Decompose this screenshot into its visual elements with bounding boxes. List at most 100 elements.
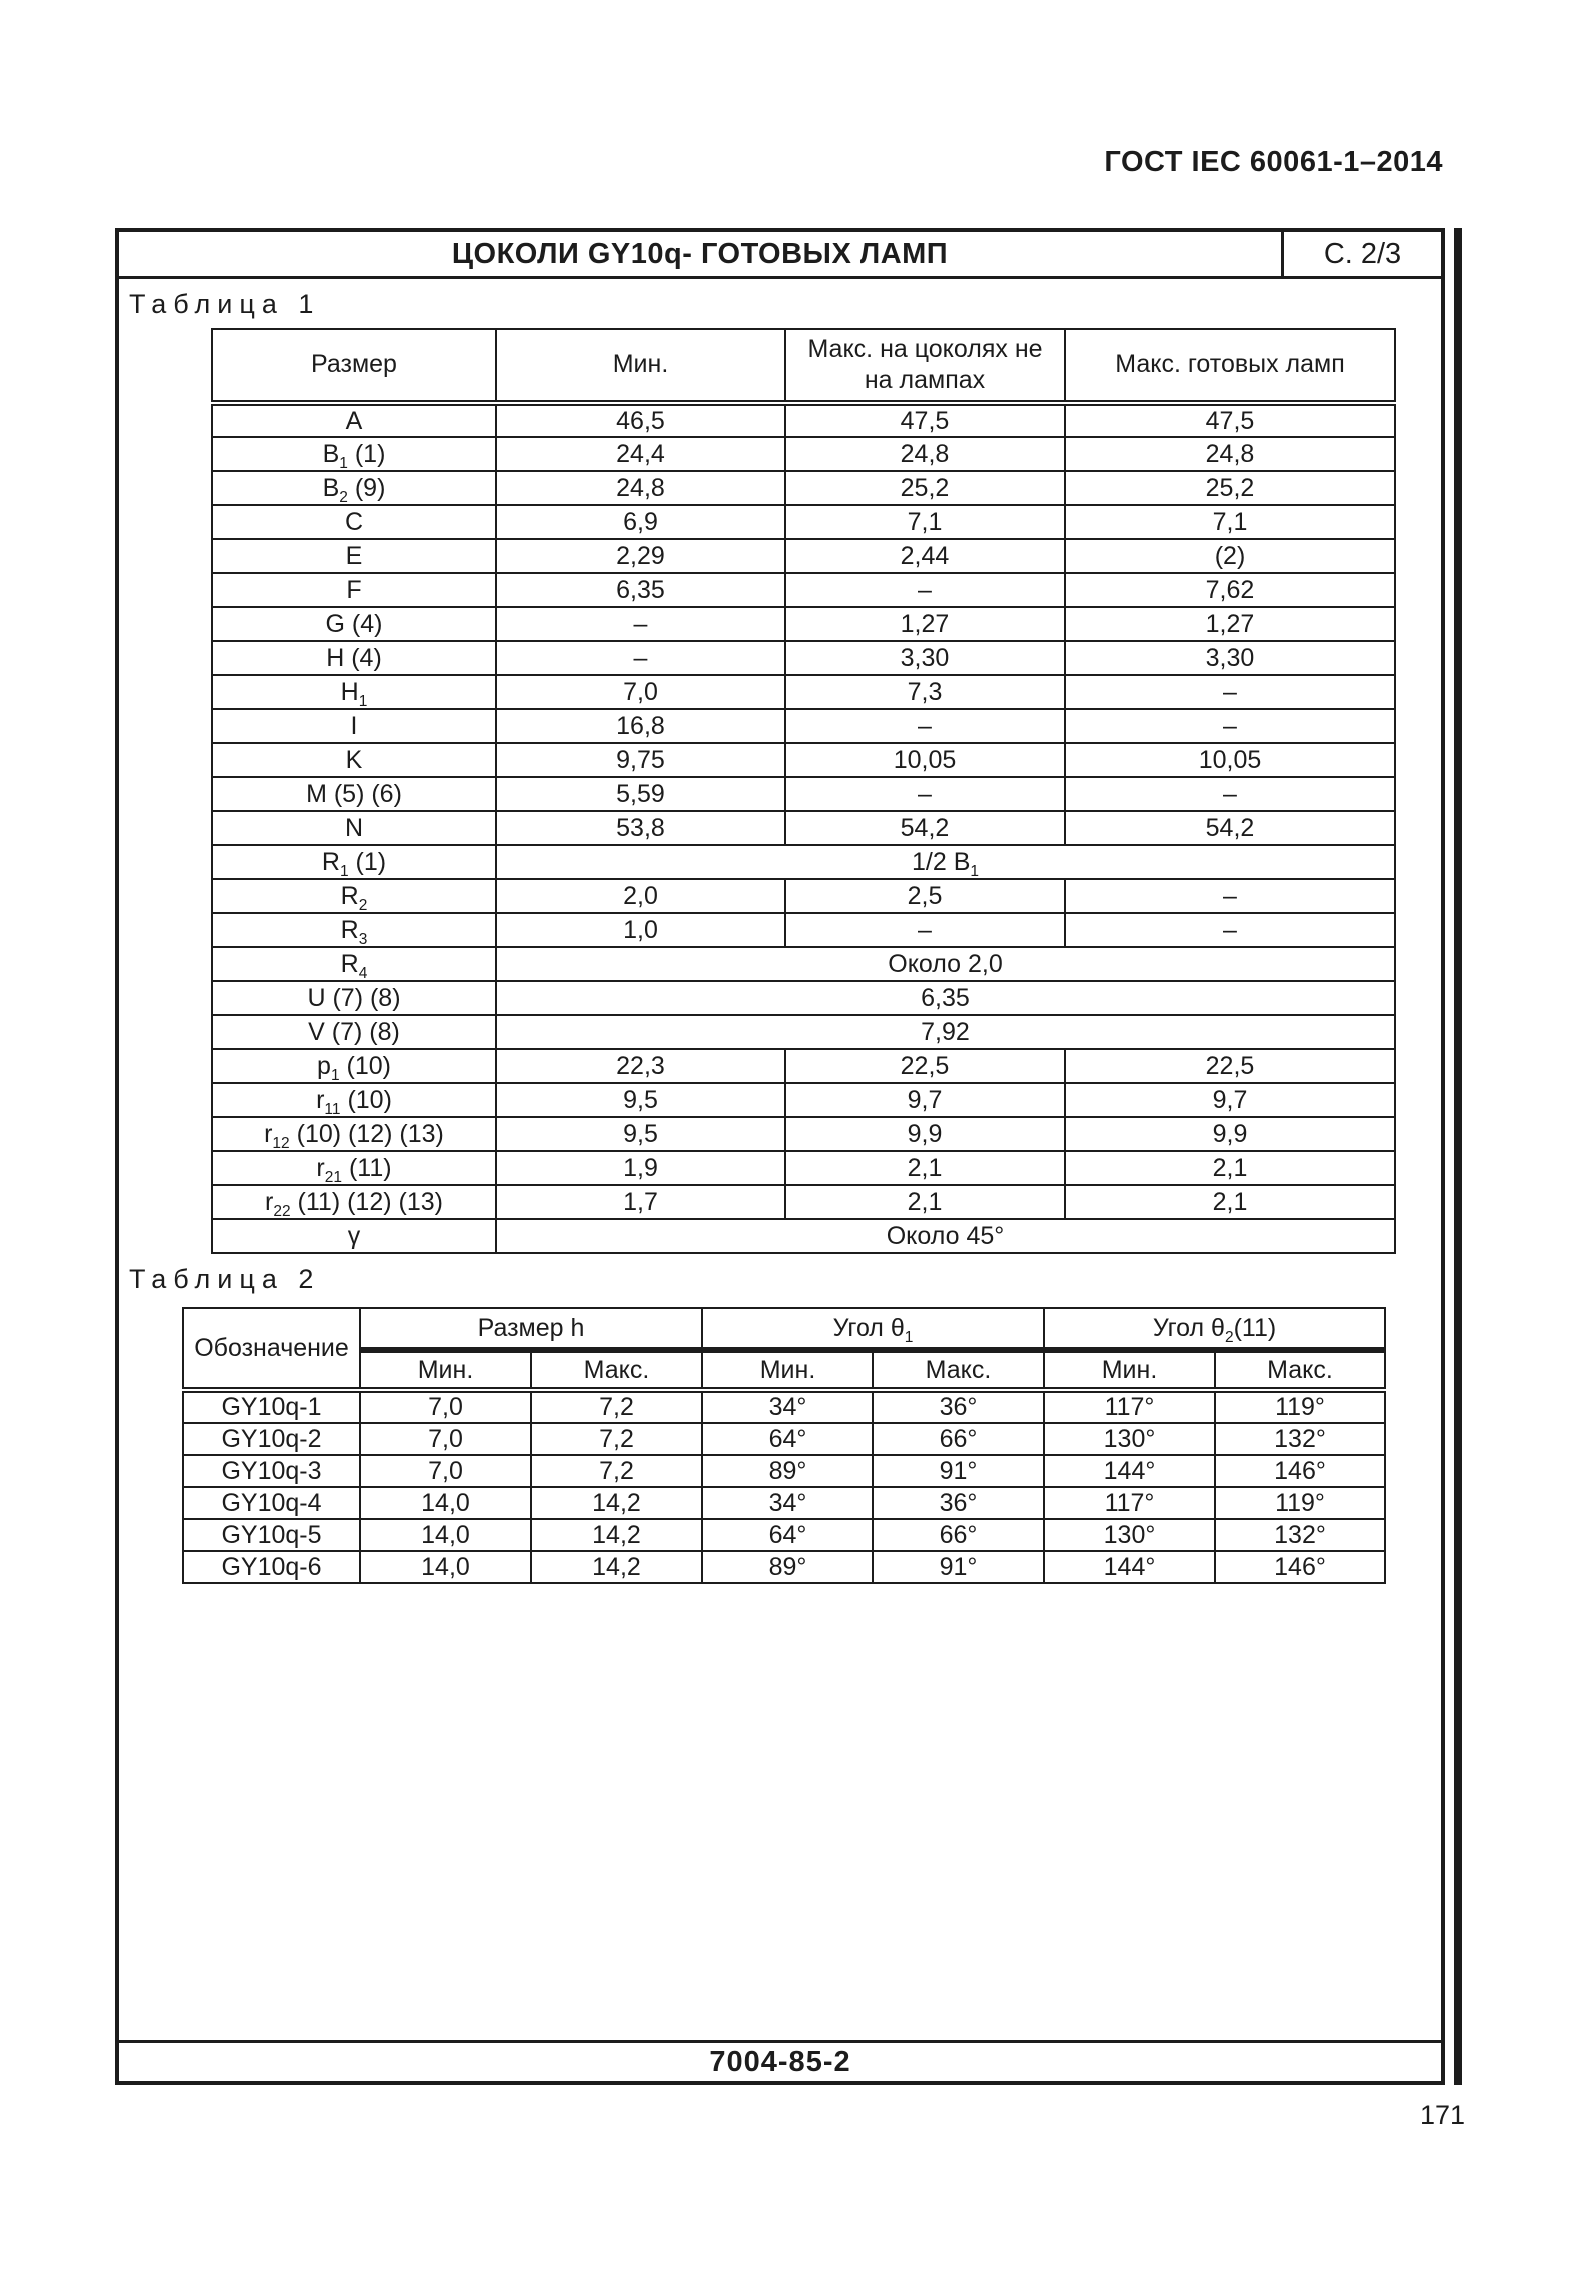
max-lamp-cell: – (1064, 776, 1396, 812)
max-cap-cell: 9,9 (784, 1116, 1066, 1152)
content-frame: ЦОКОЛИ GY10q- ГОТОВЫХ ЛАМП С. 2/3 Таблиц… (115, 228, 1445, 2085)
sub-header-theta2-max: Макс. (1213, 1349, 1387, 1393)
size-cell: M (5) (6) (211, 776, 497, 812)
max-cap-cell: – (784, 912, 1066, 948)
table1-row: H (4) –3,30 3,30 (211, 640, 1396, 676)
sheet-title: ЦОКОЛИ GY10q- ГОТОВЫХ ЛАМП (451, 237, 949, 270)
h-min-cell: 14,0 (359, 1518, 532, 1552)
size-cell: N (211, 810, 497, 846)
size-cell: E (211, 538, 497, 574)
size-cell: r11 (10) (211, 1082, 497, 1118)
size-cell: r22 (11) (12) (13) (211, 1184, 497, 1220)
theta2-max-cell: 132° (1213, 1518, 1387, 1552)
size-cell: A (211, 402, 497, 438)
max-lamp-cell: 25,2 (1064, 470, 1396, 506)
table1-row: I 16,8– – (211, 708, 1396, 744)
theta2-max-cell: 119° (1213, 1389, 1387, 1424)
min-cell: 46,5 (495, 402, 786, 438)
size-cell: B2 (9) (211, 470, 497, 506)
h-max-cell: 14,2 (530, 1518, 703, 1552)
min-cell: 9,75 (495, 742, 786, 778)
size-cell: R4 (211, 946, 497, 982)
table1-header-row: Размер Мин. Макс. на цоколях не на лампа… (211, 328, 1396, 406)
h-max-cell: 7,2 (530, 1454, 703, 1488)
sub-header-h-max: Макс. (530, 1349, 703, 1393)
max-lamp-cell: 3,30 (1064, 640, 1396, 676)
max-cap-cell: 2,1 (784, 1150, 1066, 1186)
table2-row: GY10q-5 14,0 14,2 64° 66° 130° 132° (182, 1518, 1387, 1552)
column-header-max-cap: Макс. на цоколях не на лампах (784, 328, 1066, 406)
table2-row: GY10q-2 7,0 7,2 64° 66° 130° 132° (182, 1422, 1387, 1456)
table2-row: GY10q-1 7,0 7,2 34° 36° 117° 119° (182, 1389, 1387, 1424)
group-header-angle-theta1: Угол θ1 (701, 1307, 1045, 1353)
theta2-min-cell: 130° (1043, 1422, 1216, 1456)
max-lamp-cell: – (1064, 708, 1396, 744)
table1-row: B2 (9) 24,8 25,2 25,2 (211, 470, 1396, 506)
max-lamp-cell: 9,7 (1064, 1082, 1396, 1118)
theta1-min-cell: 34° (701, 1389, 874, 1424)
max-lamp-cell: 24,8 (1064, 436, 1396, 472)
theta1-min-cell: 64° (701, 1518, 874, 1552)
table2: Обозначение Размер h Угол θ1 Угол θ2(11)… (182, 1307, 1387, 1584)
theta2-min-cell: 144° (1043, 1550, 1216, 1584)
max-cap-cell: 2,44 (784, 538, 1066, 574)
column-header-min: Мин. (495, 328, 786, 406)
max-cap-cell: 47,5 (784, 402, 1066, 438)
size-cell: C (211, 504, 497, 540)
max-cap-cell: 1,27 (784, 606, 1066, 642)
min-cell: 22,3 (495, 1048, 786, 1084)
max-lamp-cell: – (1064, 878, 1396, 914)
max-lamp-cell: 7,1 (1064, 504, 1396, 540)
size-cell: γ (211, 1218, 497, 1254)
designation-cell: GY10q-6 (182, 1550, 361, 1584)
max-cap-cell: 7,1 (784, 504, 1066, 540)
max-cap-cell: 22,5 (784, 1048, 1066, 1084)
column-header-max-lamp: Макс. готовых ламп (1064, 328, 1396, 406)
h-max-cell: 7,2 (530, 1389, 703, 1424)
size-cell: G (4) (211, 606, 497, 642)
max-cap-cell: 25,2 (784, 470, 1066, 506)
table1-row: R4 Около 2,0 (211, 946, 1396, 982)
theta2-min-cell: 144° (1043, 1454, 1216, 1488)
theta2-min-cell: 130° (1043, 1518, 1216, 1552)
table1-row: E 2,29 2,44 (2) (211, 538, 1396, 574)
shared-value-cell: 7,92 (495, 1014, 1396, 1050)
table1-row: R3 1,0– – (211, 912, 1396, 948)
size-cell: r12 (10) (12) (13) (211, 1116, 497, 1152)
table1: Размер Мин. Макс. на цоколях не на лампа… (211, 328, 1396, 1254)
theta1-max-cell: 66° (872, 1518, 1045, 1552)
designation-cell: GY10q-2 (182, 1422, 361, 1456)
shared-value-cell: 1/2 B1 (495, 844, 1396, 880)
designation-cell: GY10q-5 (182, 1518, 361, 1552)
size-cell: R3 (211, 912, 497, 948)
theta1-min-cell: 89° (701, 1454, 874, 1488)
theta2-min-cell: 117° (1043, 1486, 1216, 1520)
min-cell: 1,7 (495, 1184, 786, 1220)
sub-header-theta1-max: Макс. (872, 1349, 1045, 1393)
min-cell: 5,59 (495, 776, 786, 812)
h-max-cell: 14,2 (530, 1550, 703, 1584)
h-min-cell: 14,0 (359, 1550, 532, 1584)
size-cell: r21 (11) (211, 1150, 497, 1186)
max-lamp-cell: – (1064, 674, 1396, 710)
max-cap-cell: 3,30 (784, 640, 1066, 676)
table1-row: p1 (10) 22,3 22,5 22,5 (211, 1048, 1396, 1084)
table1-row: A 46,5 47,5 47,5 (211, 402, 1396, 438)
h-max-cell: 14,2 (530, 1486, 703, 1520)
size-cell: F (211, 572, 497, 608)
size-cell: R2 (211, 878, 497, 914)
table1-row: G (4) –1,27 1,27 (211, 606, 1396, 642)
min-cell: 6,9 (495, 504, 786, 540)
frame-side-bar (1454, 228, 1462, 2085)
max-cap-cell: 54,2 (784, 810, 1066, 846)
sub-header-theta1-min: Мин. (701, 1349, 874, 1393)
size-cell: K (211, 742, 497, 778)
min-cell: 2,29 (495, 538, 786, 574)
size-cell: R1 (1) (211, 844, 497, 880)
max-lamp-cell: 2,1 (1064, 1184, 1396, 1220)
min-cell: 2,0 (495, 878, 786, 914)
theta1-min-cell: 64° (701, 1422, 874, 1456)
sheet-body: Таблица 1 Размер Мин. Макс. на цоколях н… (119, 279, 1441, 2040)
table1-row: R2 2,0 2,5– (211, 878, 1396, 914)
designation-cell: GY10q-1 (182, 1389, 361, 1424)
